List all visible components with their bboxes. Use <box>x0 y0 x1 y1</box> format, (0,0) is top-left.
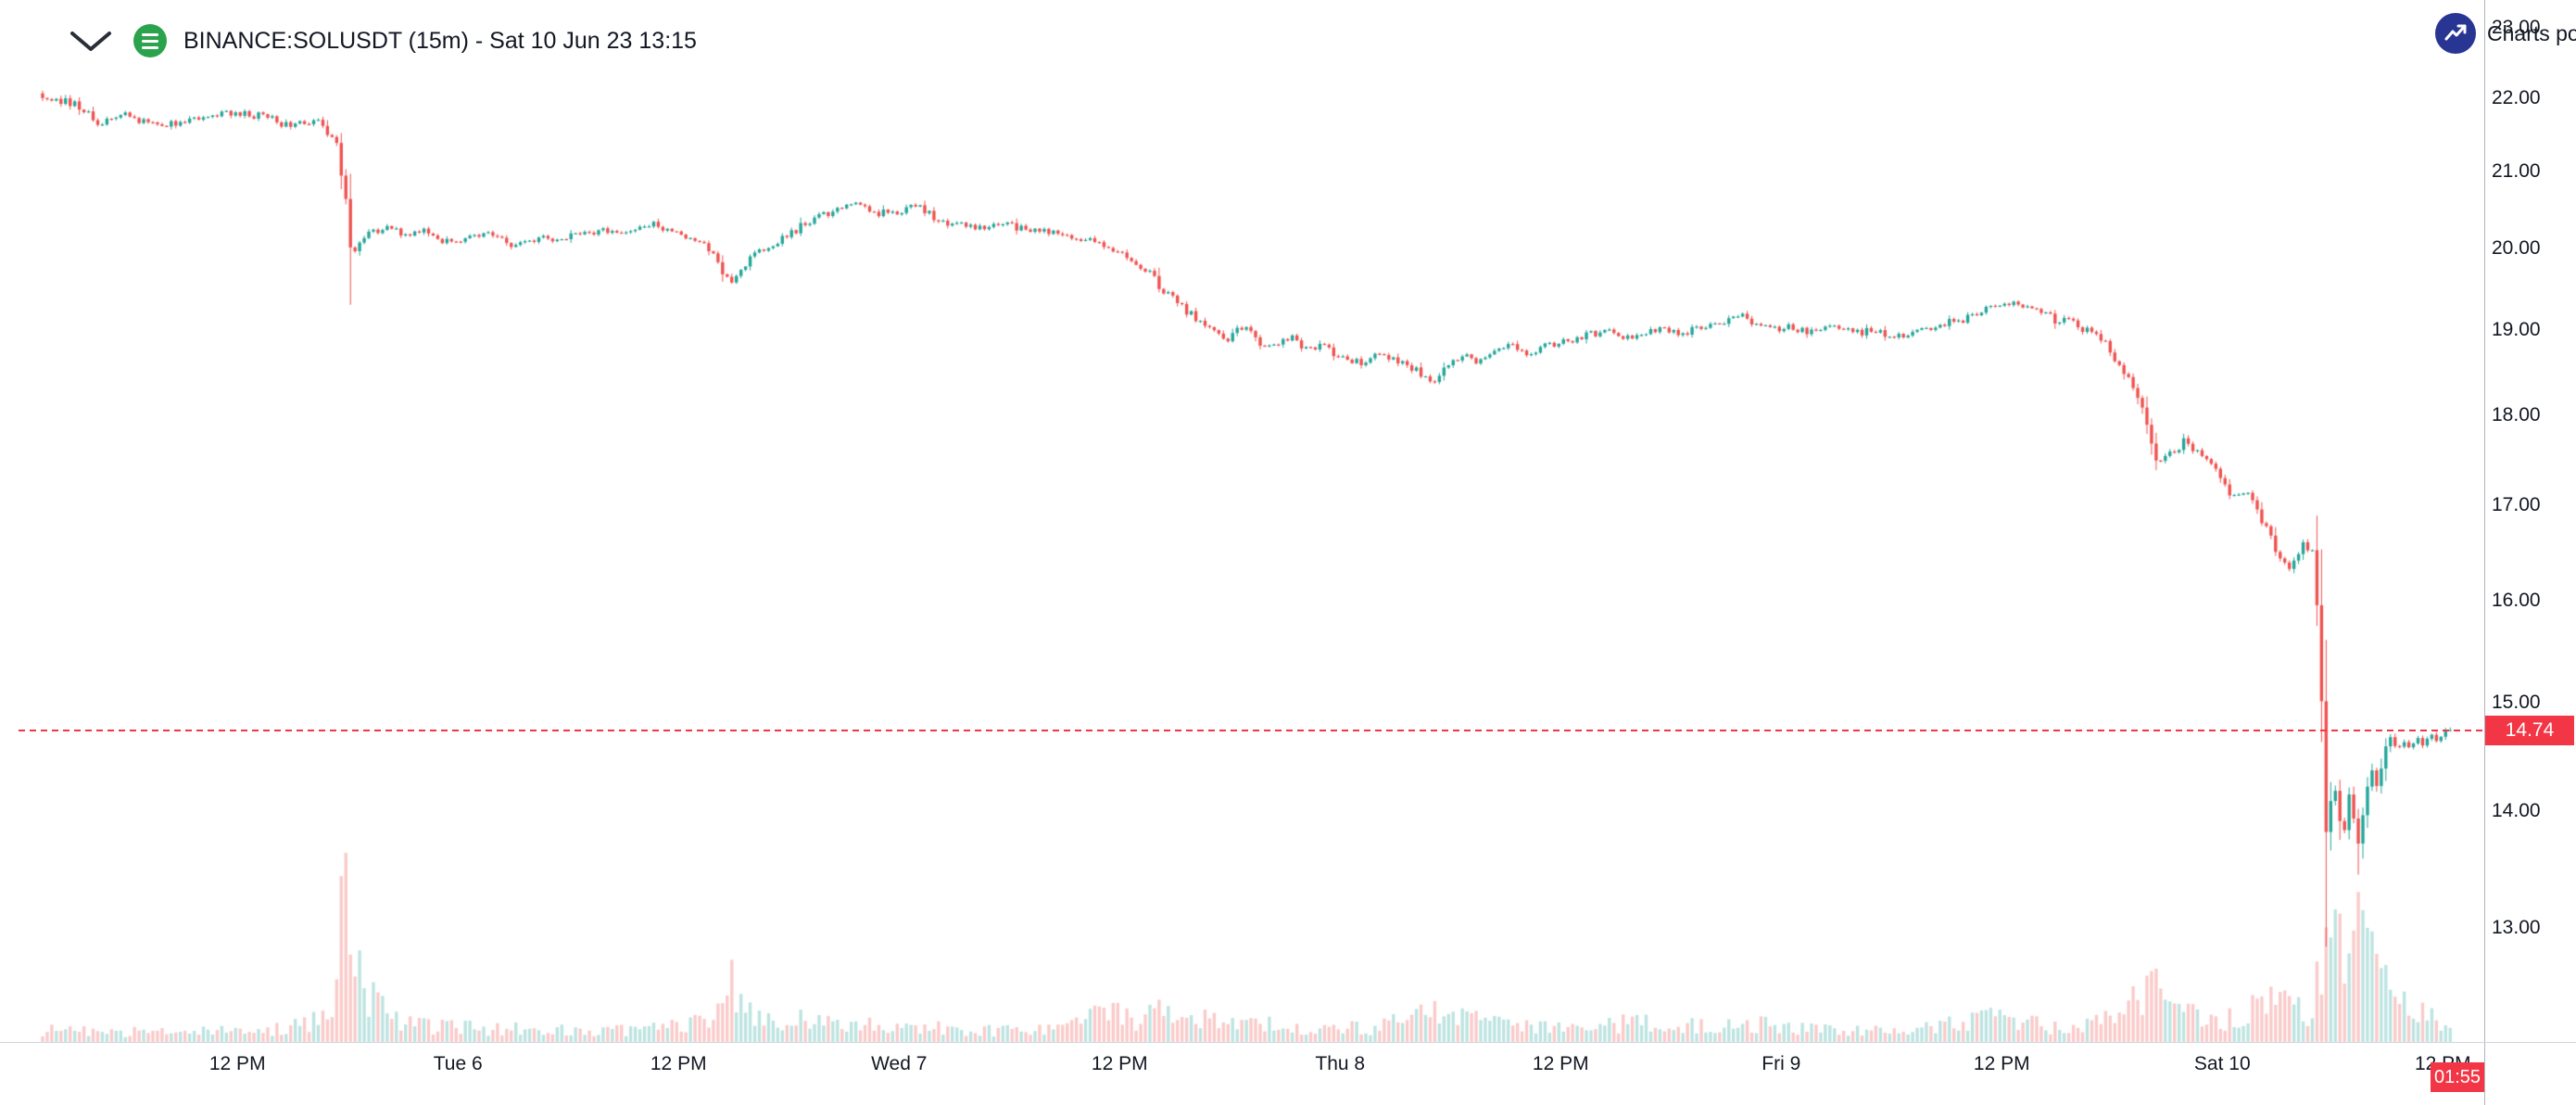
tradingview-logo-icon[interactable] <box>2435 13 2476 54</box>
chevron-down-icon[interactable] <box>65 24 117 57</box>
price-axis[interactable]: 23.00 22.00 21.00 20.00 19.00 18.00 17.00 16.00… <box>2484 0 2576 1105</box>
price-axis-line <box>2484 0 2485 1105</box>
bar-countdown-badge: 01:55 <box>2431 1062 2484 1092</box>
price-tick-label: 23.00 <box>2492 17 2541 39</box>
time-axis-label: 12 PM <box>208 1053 266 1074</box>
symbol-title: BINANCE:SOLUSDT (15m) - Sat 10 Jun 23 13… <box>183 27 697 54</box>
price-tick-label: 19.00 <box>2492 318 2541 340</box>
price-tick-label: 13.00 <box>2492 917 2541 939</box>
time-axis-label: Thu 8 <box>1315 1053 1366 1074</box>
price-tick-label: 14.00 <box>2492 800 2541 822</box>
price-tick-label: 18.00 <box>2492 403 2541 425</box>
price-tick-label: 15.00 <box>2492 691 2541 713</box>
time-axis-label: Sat 10 <box>2193 1053 2251 1074</box>
time-axis-label: Tue 6 <box>433 1053 483 1074</box>
last-price-dashed-line <box>19 729 2484 731</box>
last-price-label: 14.74 <box>2485 715 2574 745</box>
symbol-logo-icon[interactable] <box>133 24 167 57</box>
chart-header: BINANCE:SOLUSDT (15m) - Sat 10 Jun 23 13… <box>65 24 697 57</box>
time-axis[interactable]: 12 PM Tue 6 12 PM Wed 7 12 PM Thu 8 12 PM Fri 9… <box>0 1042 2484 1079</box>
price-tick-label: 16.00 <box>2492 590 2541 611</box>
time-axis-label: Fri 9 <box>1762 1053 1801 1074</box>
time-axis-label: Wed 7 <box>871 1053 928 1074</box>
watermark: Charts powered by TradingView <box>2435 13 2576 54</box>
time-axis-label: 12 PM <box>1091 1053 1148 1074</box>
time-axis-label: 12 PM <box>1532 1053 1589 1074</box>
price-tick-label: 22.00 <box>2492 87 2541 108</box>
price-tick-label: 21.00 <box>2492 160 2541 183</box>
price-tick-label: 20.00 <box>2492 237 2541 260</box>
price-tick-label: 17.00 <box>2492 493 2541 515</box>
watermark-text: Charts powered by TradingView <box>2487 20 2576 45</box>
time-axis-label: 12 PM <box>1973 1053 2030 1074</box>
time-axis-line <box>0 1042 2576 1043</box>
time-axis-label: 12 PM <box>650 1053 707 1074</box>
